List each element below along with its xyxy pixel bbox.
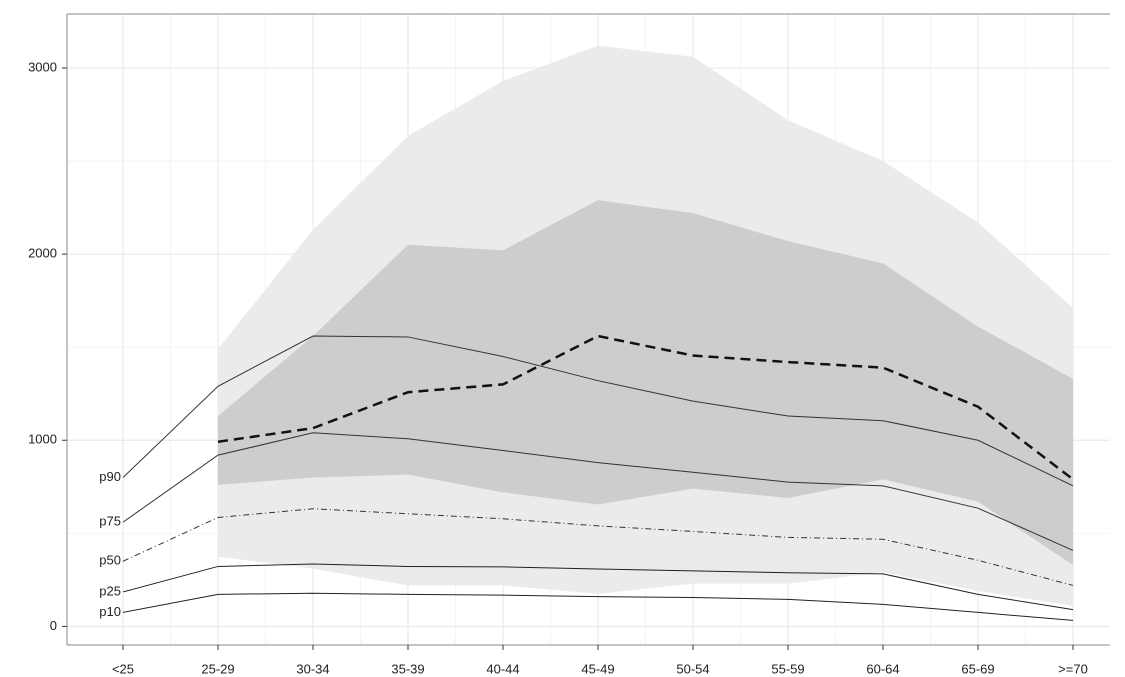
y-tick-label: 0	[50, 618, 57, 633]
series-label: p50	[99, 553, 121, 568]
x-tick-label: 55-59	[771, 661, 804, 676]
x-tick-label: >=70	[1058, 661, 1088, 676]
line	[122, 592, 1074, 621]
y-tick-label: 3000	[28, 59, 57, 74]
line	[122, 432, 1074, 551]
series-label: p25	[99, 583, 121, 598]
series-label: p90	[99, 469, 121, 484]
x-tick-label: 50-54	[676, 661, 709, 676]
line	[122, 563, 1074, 611]
x-tick-label: 40-44	[486, 661, 519, 676]
x-tick-label: 65-69	[961, 661, 994, 676]
line	[122, 335, 1074, 487]
series-label: p75	[99, 514, 121, 529]
x-tick-label: 35-39	[391, 661, 424, 676]
line	[217, 334, 1074, 481]
x-tick-label: 60-64	[866, 661, 899, 676]
y-tick-label: 2000	[28, 246, 57, 261]
line	[122, 508, 1074, 586]
y-tick-label: 1000	[28, 432, 57, 447]
series-label: p10	[99, 604, 121, 619]
band	[218, 200, 1073, 565]
x-tick-label: 45-49	[581, 661, 614, 676]
x-tick-label: <25	[112, 661, 134, 676]
x-tick-label: 30-34	[296, 661, 329, 676]
x-tick-label: 25-29	[201, 661, 234, 676]
